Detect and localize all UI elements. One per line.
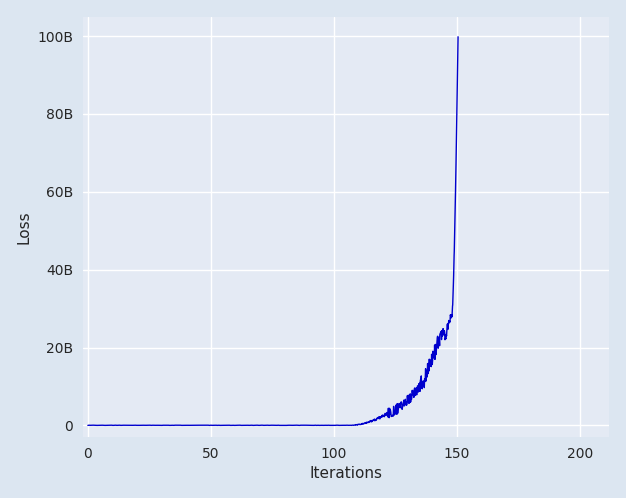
Y-axis label: Loss: Loss — [17, 210, 32, 244]
X-axis label: Iterations: Iterations — [310, 466, 382, 482]
